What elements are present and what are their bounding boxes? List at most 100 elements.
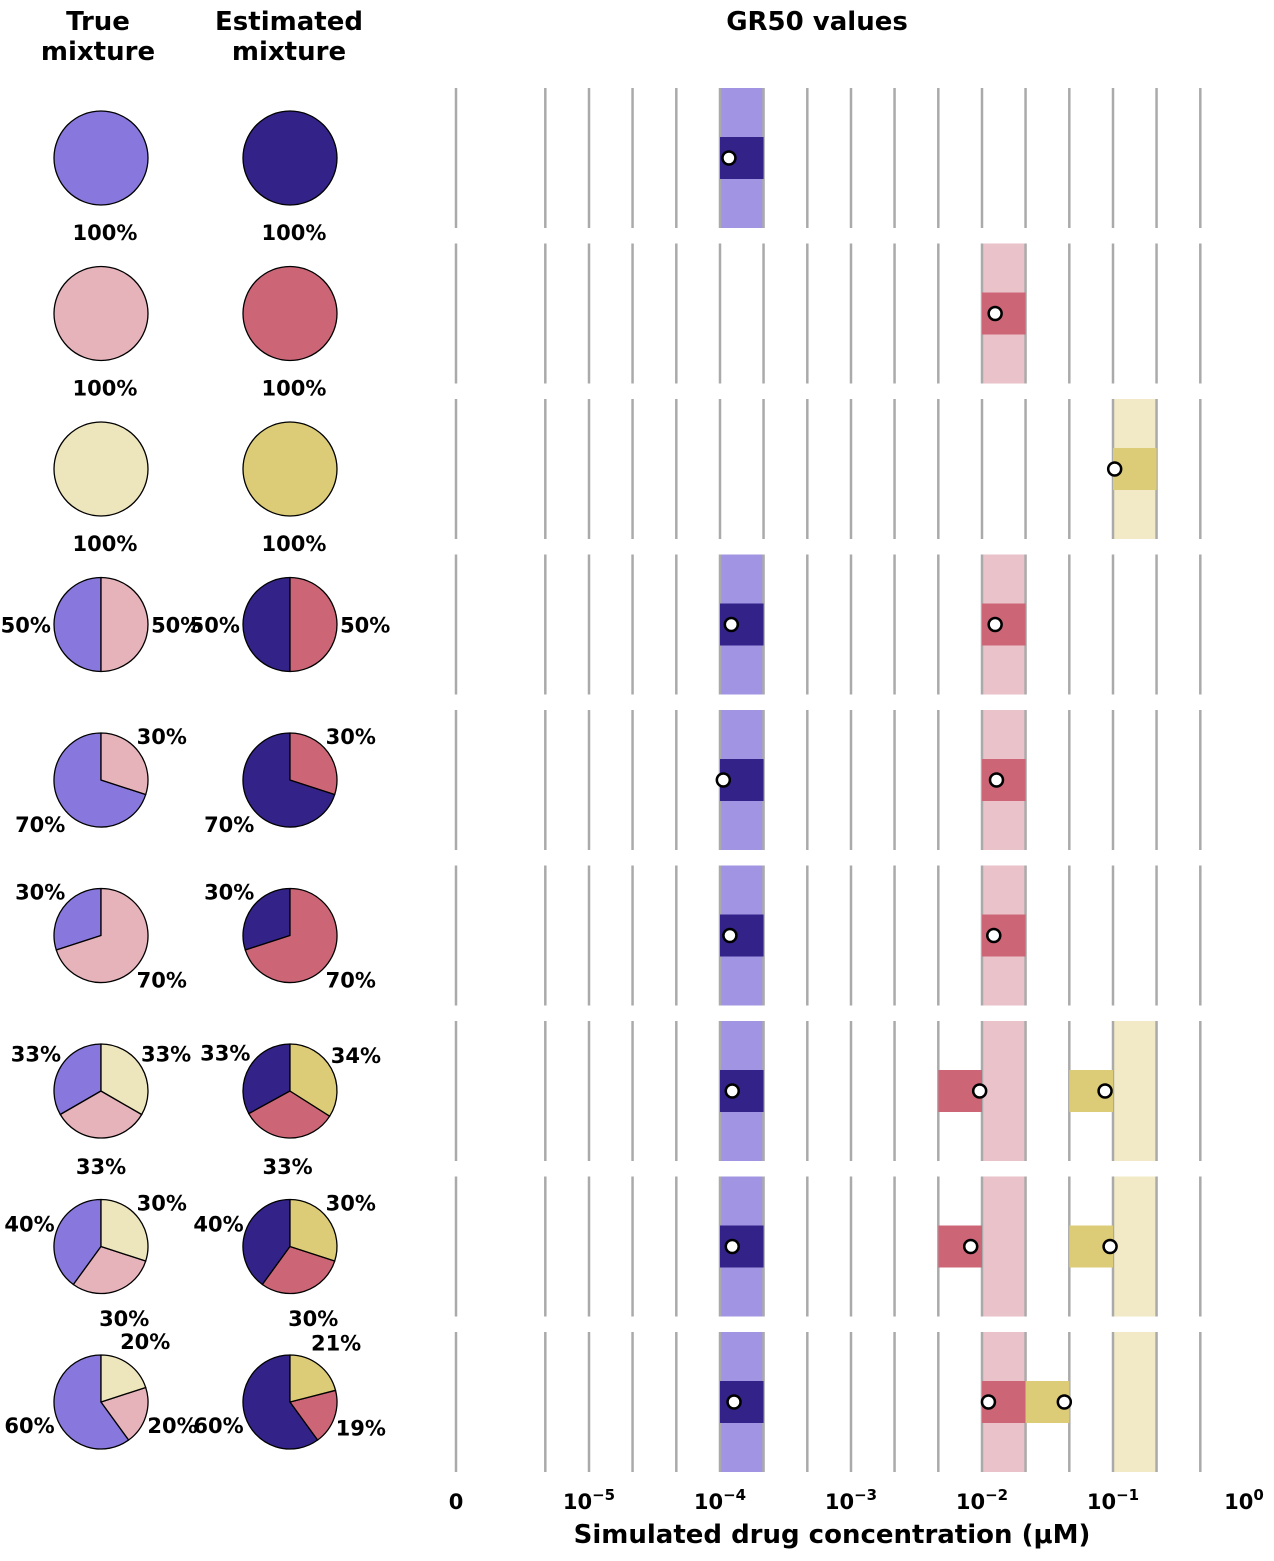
estimated-pie-slice <box>244 887 338 984</box>
gr50-estimate-point <box>1097 1083 1113 1099</box>
true-pie-label: 70% <box>137 969 187 993</box>
estimated-pie-slice <box>289 1354 337 1403</box>
true-pie-slice <box>53 1043 102 1116</box>
estimated-pie-slice <box>289 1043 338 1117</box>
true-mixture-header-line1: True <box>66 7 130 37</box>
gr50-estimate-point <box>962 1238 979 1255</box>
estimated-pie-slice <box>289 1198 338 1262</box>
column-headers: True mixture Estimated mixture GR50 valu… <box>41 7 908 67</box>
estimated-pie-label: 33% <box>200 1042 250 1066</box>
x-tick-label: 10−5 <box>563 1486 615 1514</box>
true-pie-label: 40% <box>4 1212 54 1236</box>
true-pie-label: 30% <box>99 1307 149 1331</box>
estimated-pie-slice <box>242 265 338 362</box>
chart-row: 50% 50%50% 50% <box>1 554 1202 695</box>
estimated-pie-label: 50% <box>190 614 240 638</box>
gr50-estimate-point <box>722 927 738 944</box>
gr50-estimate-point <box>987 305 1003 322</box>
gr50-estimate-point <box>724 1238 740 1255</box>
x-tick-label: 10−4 <box>694 1486 746 1514</box>
true-pie-slice <box>53 887 102 951</box>
true-pie-label: 50% <box>1 614 51 638</box>
estimated-pie-label: 70% <box>204 813 254 837</box>
estimated-pie-label: 30% <box>288 1307 338 1331</box>
true-pie-label: 30% <box>137 725 187 749</box>
true-pie-label: 50% <box>151 614 201 638</box>
estimated-pie-label: 19% <box>336 1417 386 1441</box>
true-pie-label: 20% <box>120 1330 170 1354</box>
estimated-pie-slice <box>248 1090 331 1139</box>
gr50-estimate-point <box>723 616 740 633</box>
estimated-pie-label: 33% <box>262 1155 312 1179</box>
true-pie-label: 100% <box>73 377 138 401</box>
gr50-estimate-point <box>1102 1238 1118 1255</box>
true-pie-label: 70% <box>15 813 65 837</box>
estimated-pie-label: 21% <box>311 1332 361 1356</box>
gr50-estimate-point <box>1106 461 1123 477</box>
estimated-pie-slice <box>242 1198 291 1286</box>
estimated-pie-label: 40% <box>193 1212 243 1236</box>
estimated-mixture-header-line1: Estimated <box>215 7 363 37</box>
x-tick-label: 10−2 <box>956 1486 1008 1514</box>
true-pie-label: 20% <box>147 1414 197 1438</box>
gr50-estimate-point <box>724 1083 740 1099</box>
gr50-header: GR50 values <box>726 7 908 37</box>
estimated-pie-slice <box>289 1389 338 1441</box>
estimated-pie-label: 34% <box>331 1044 381 1068</box>
true-pie-slice <box>100 576 149 673</box>
chart-row: 70% 30% 70% 30% <box>15 710 1202 850</box>
chart-row: 100% 100% <box>53 243 1202 401</box>
x-tick-label: 10−3 <box>825 1486 877 1514</box>
x-tick-label: 10−1 <box>1087 1486 1139 1514</box>
chart-row: 100% 100% <box>53 399 1202 556</box>
estimated-pie-label: 70% <box>326 969 376 993</box>
true-pie-slice <box>100 1198 149 1262</box>
true-pie-slice <box>53 732 147 828</box>
true-pie-slice <box>53 576 102 673</box>
true-gr50-band <box>982 1176 1026 1317</box>
true-pie-label: 33% <box>76 1155 126 1179</box>
gr50-estimate-point <box>726 1394 742 1410</box>
gr50-estimate-point <box>980 1394 997 1410</box>
true-gr50-band <box>1113 1021 1157 1161</box>
chart-row: 40%30%30%40%30%30% <box>4 1176 1202 1331</box>
estimated-pie-slice <box>289 576 338 673</box>
true-pie-slice <box>100 1043 149 1116</box>
true-pie-label: 33% <box>141 1042 191 1066</box>
true-gr50-band <box>1113 1332 1157 1472</box>
x-tick-label: 100 <box>1224 1486 1264 1514</box>
true-pie-label: 30% <box>15 880 65 904</box>
gr50-estimate-point <box>987 616 1003 633</box>
chart-row: 30% 70% 30% 70% <box>15 865 1202 1006</box>
x-tick-label: 0 <box>449 1490 464 1514</box>
true-pie-slice <box>53 110 149 206</box>
chart-row: 33% 33% 33% 33% 33% 34% <box>11 1021 1202 1179</box>
true-pie-slice <box>100 1354 147 1403</box>
true-pie-slice <box>53 1198 102 1286</box>
estimated-pie-label: 50% <box>340 614 390 638</box>
gr50-estimate-point <box>715 772 732 788</box>
estimated-pie-slice <box>242 421 338 517</box>
true-pie-label: 100% <box>73 532 138 556</box>
estimated-pie-slice <box>289 732 338 796</box>
estimated-pie-label: 100% <box>262 377 327 401</box>
true-pie-slice <box>53 265 149 362</box>
true-pie-slice <box>53 421 149 517</box>
gr50-estimate-point <box>721 150 737 166</box>
true-pie-slice <box>53 1354 130 1450</box>
estimated-pie-slice <box>242 576 291 673</box>
estimated-pie-slice <box>242 887 291 951</box>
true-pie-slice <box>59 1090 143 1139</box>
estimated-pie-label: 30% <box>204 880 254 904</box>
chart-rows: 100% 100%100% 100%100% 100%50% 50%50% 50%70%3… <box>1 88 1202 1472</box>
true-pie-label: 30% <box>137 1191 187 1215</box>
estimated-mixture-header-line2: mixture <box>232 37 346 67</box>
estimated-pie-slice <box>242 1043 291 1115</box>
estimated-pie-slice <box>242 1354 319 1450</box>
true-pie-slice <box>100 732 149 796</box>
chart-row: 100% 100% <box>53 88 1202 245</box>
true-pie-label: 100% <box>73 221 138 245</box>
estimated-pie-label: 100% <box>262 221 327 245</box>
estimated-pie-label: 30% <box>326 1191 376 1215</box>
